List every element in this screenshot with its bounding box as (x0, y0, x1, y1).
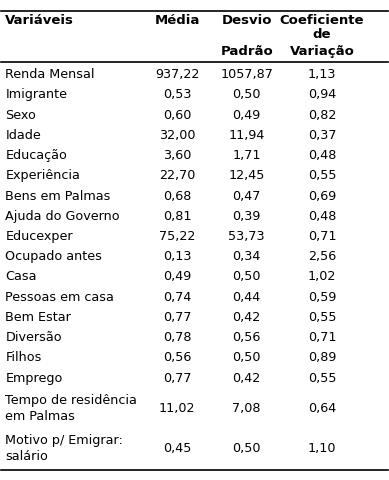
Text: 0,89: 0,89 (308, 350, 336, 363)
Text: Idade: Idade (5, 129, 41, 142)
Text: Imigrante: Imigrante (5, 88, 67, 101)
Text: 0,42: 0,42 (233, 371, 261, 384)
Text: 0,50: 0,50 (232, 270, 261, 283)
Text: 0,55: 0,55 (308, 310, 336, 323)
Text: Desvio: Desvio (221, 14, 272, 27)
Text: 0,39: 0,39 (233, 209, 261, 222)
Text: 1,10: 1,10 (308, 442, 336, 455)
Text: Ajuda do Governo: Ajuda do Governo (5, 209, 120, 222)
Text: 0,48: 0,48 (308, 149, 336, 162)
Text: Motivo p/ Emigrar:
salário: Motivo p/ Emigrar: salário (5, 433, 123, 462)
Text: Média: Média (154, 14, 200, 27)
Text: 0,37: 0,37 (308, 129, 336, 142)
Text: Pessoas em casa: Pessoas em casa (5, 290, 114, 303)
Text: Diversão: Diversão (5, 330, 62, 343)
Text: 0,50: 0,50 (232, 350, 261, 363)
Text: 0,56: 0,56 (233, 330, 261, 343)
Text: Experiência: Experiência (5, 169, 80, 182)
Text: 0,44: 0,44 (233, 290, 261, 303)
Text: 0,34: 0,34 (233, 250, 261, 263)
Text: 0,50: 0,50 (232, 442, 261, 455)
Text: 0,77: 0,77 (163, 371, 191, 384)
Text: 53,73: 53,73 (228, 229, 265, 242)
Text: 2,56: 2,56 (308, 250, 336, 263)
Text: 0,47: 0,47 (233, 189, 261, 202)
Text: Sexo: Sexo (5, 108, 36, 121)
Text: 0,78: 0,78 (163, 330, 191, 343)
Text: 12,45: 12,45 (228, 169, 265, 182)
Text: 75,22: 75,22 (159, 229, 195, 242)
Text: 0,82: 0,82 (308, 108, 336, 121)
Text: 0,60: 0,60 (163, 108, 191, 121)
Text: 0,69: 0,69 (308, 189, 336, 202)
Text: 32,00: 32,00 (159, 129, 195, 142)
Text: 1,13: 1,13 (308, 68, 336, 81)
Text: 0,50: 0,50 (232, 88, 261, 101)
Text: 0,94: 0,94 (308, 88, 336, 101)
Text: Bem Estar: Bem Estar (5, 310, 71, 323)
Text: 0,74: 0,74 (163, 290, 191, 303)
Text: Padrão: Padrão (220, 45, 273, 58)
Text: 0,64: 0,64 (308, 401, 336, 414)
Text: Filhos: Filhos (5, 350, 42, 363)
Text: Variáveis: Variáveis (5, 14, 74, 27)
Text: Variação: Variação (289, 45, 354, 58)
Text: Tempo de residência
em Palmas: Tempo de residência em Palmas (5, 393, 137, 422)
Text: 0,71: 0,71 (308, 330, 336, 343)
Text: 11,02: 11,02 (159, 401, 195, 414)
Text: Renda Mensal: Renda Mensal (5, 68, 95, 81)
Text: Bens em Palmas: Bens em Palmas (5, 189, 110, 202)
Text: 0,55: 0,55 (308, 371, 336, 384)
Text: 0,77: 0,77 (163, 310, 191, 323)
Text: 0,55: 0,55 (308, 169, 336, 182)
Text: 0,48: 0,48 (308, 209, 336, 222)
Text: Casa: Casa (5, 270, 37, 283)
Text: 0,81: 0,81 (163, 209, 191, 222)
Text: Educação: Educação (5, 149, 67, 162)
Text: 1057,87: 1057,87 (220, 68, 273, 81)
Text: 0,71: 0,71 (308, 229, 336, 242)
Text: de: de (313, 28, 331, 41)
Text: 0,56: 0,56 (163, 350, 191, 363)
Text: 7,08: 7,08 (232, 401, 261, 414)
Text: Emprego: Emprego (5, 371, 63, 384)
Text: 0,45: 0,45 (163, 442, 191, 455)
Text: 11,94: 11,94 (228, 129, 265, 142)
Text: 0,42: 0,42 (233, 310, 261, 323)
Text: 0,49: 0,49 (233, 108, 261, 121)
Text: Educexper: Educexper (5, 229, 73, 242)
Text: 0,68: 0,68 (163, 189, 191, 202)
Text: 937,22: 937,22 (155, 68, 199, 81)
Text: 0,53: 0,53 (163, 88, 191, 101)
Text: 0,13: 0,13 (163, 250, 191, 263)
Text: Coeficiente: Coeficiente (280, 14, 364, 27)
Text: 1,71: 1,71 (232, 149, 261, 162)
Text: Ocupado antes: Ocupado antes (5, 250, 102, 263)
Text: 3,60: 3,60 (163, 149, 191, 162)
Text: 0,49: 0,49 (163, 270, 191, 283)
Text: 1,02: 1,02 (308, 270, 336, 283)
Text: 0,59: 0,59 (308, 290, 336, 303)
Text: 22,70: 22,70 (159, 169, 195, 182)
